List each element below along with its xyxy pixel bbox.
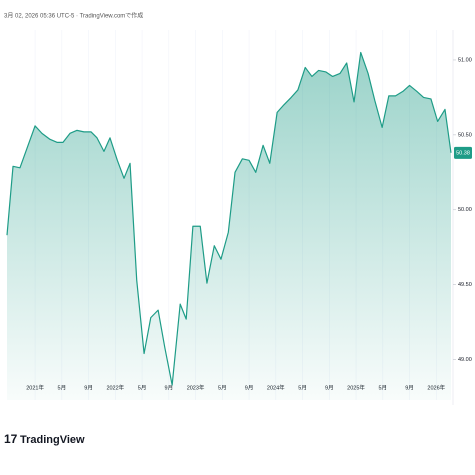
price-line	[6, 51, 452, 386]
last-price-label: 50.38	[456, 150, 470, 156]
brand: TradingView	[20, 434, 85, 446]
y-tick-label: 50.00	[458, 207, 472, 213]
y-tick-label: 51.00	[458, 57, 472, 63]
y-tick-label: 50.50	[458, 132, 472, 138]
brand-logo: 17 TradingView	[4, 432, 85, 446]
header: 3月 02, 2026 05:36 UTC-5 · TradingView.co…	[4, 12, 143, 20]
y-tick-label: 49.50	[458, 282, 472, 288]
logo-mark: 17	[4, 432, 18, 446]
last-price-tag	[454, 146, 472, 159]
y-tick-label: 49.00	[458, 357, 472, 363]
